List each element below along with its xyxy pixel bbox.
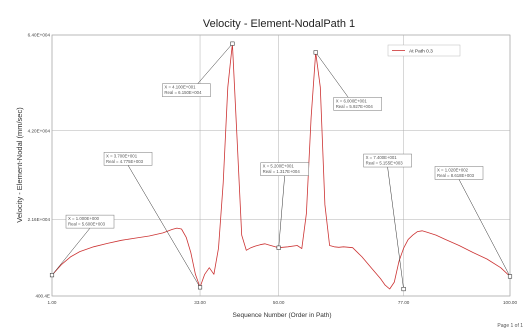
callout-value-text: Real = 5.155E+003	[366, 161, 404, 166]
y-tick-label: 4.20E+004	[28, 128, 51, 133]
callout-leader	[458, 179, 511, 277]
data-point-marker	[49, 273, 55, 278]
callout-box	[363, 153, 412, 168]
callout-value-text: Real = 6.150E+004	[164, 90, 202, 95]
callout-leader	[278, 175, 285, 248]
callout-leader	[387, 167, 404, 290]
callout-x-text: X = 1.020E+002	[437, 167, 469, 172]
data-point-marker	[507, 274, 513, 279]
callout-value-text: Real = 5.600E+003	[68, 222, 106, 227]
data-point-marker	[276, 245, 281, 250]
x-axis-ticks: 1.00 33.00 50.00 77.00 100.00	[48, 300, 518, 305]
x-tick-label: 33.00	[194, 300, 206, 305]
x-tick-label: 77.00	[398, 300, 410, 305]
callout-x-text: X = 1.000E+000	[68, 216, 100, 221]
data-point-marker	[401, 286, 406, 292]
chart-title: Velocity - Element-NodalPath 1	[203, 18, 355, 30]
callout-box	[65, 214, 115, 229]
series-line	[51, 43, 511, 290]
chart-legend: At Path 0.3	[387, 44, 461, 57]
callout-box	[162, 83, 211, 97]
callout-box	[260, 162, 309, 176]
series-group	[51, 43, 511, 290]
y-axis-label: Velocity - Element-Nodal (mm/sec)	[15, 107, 24, 223]
x-axis-label: Sequence Number (Order in Path)	[233, 312, 332, 319]
callout-x-text: X = 7.400E+001	[366, 155, 398, 160]
callout-x-text: X = 6.000E+001	[336, 98, 368, 103]
x-tick-label: 1.00	[48, 300, 57, 305]
x-tick-label: 50.00	[273, 300, 285, 305]
callout-x-text: X = 3.700E+001	[106, 153, 138, 158]
page-indicator: Page 1 of 1	[497, 323, 523, 329]
y-tick-label: 2.16E+004	[28, 217, 51, 222]
callout-x-text: X = 5.200E+001	[263, 164, 295, 169]
callout-leader	[127, 165, 201, 288]
legend-box	[387, 44, 461, 57]
data-point-marker	[197, 285, 203, 290]
y-tick-label: 400.4E	[35, 294, 50, 299]
callout-value-text: Real = 5.927E+004	[336, 104, 374, 109]
callout-leader	[51, 227, 91, 276]
callout-value-text: Real = 8.618E+003	[437, 173, 475, 178]
callout-x-text: X = 4.100E+001	[164, 85, 196, 90]
callout-box	[333, 97, 382, 111]
data-point-marker	[230, 41, 235, 46]
grid-lines	[51, 34, 511, 297]
data-point-marker	[313, 50, 318, 55]
legend-label: At Path 0.3	[409, 49, 433, 55]
y-axis-ticks: 400.4E 2.16E+004 4.20E+004 6.40E+004	[28, 33, 51, 299]
callout-value-text: Real = 1.317E+004	[263, 169, 301, 174]
callout-box	[434, 166, 484, 180]
y-tick-label: 6.40E+004	[28, 33, 51, 38]
x-tick-label: 100.00	[503, 300, 517, 305]
callout-box	[103, 152, 153, 166]
callout-value-text: Real = 4.775E+003	[106, 159, 144, 164]
